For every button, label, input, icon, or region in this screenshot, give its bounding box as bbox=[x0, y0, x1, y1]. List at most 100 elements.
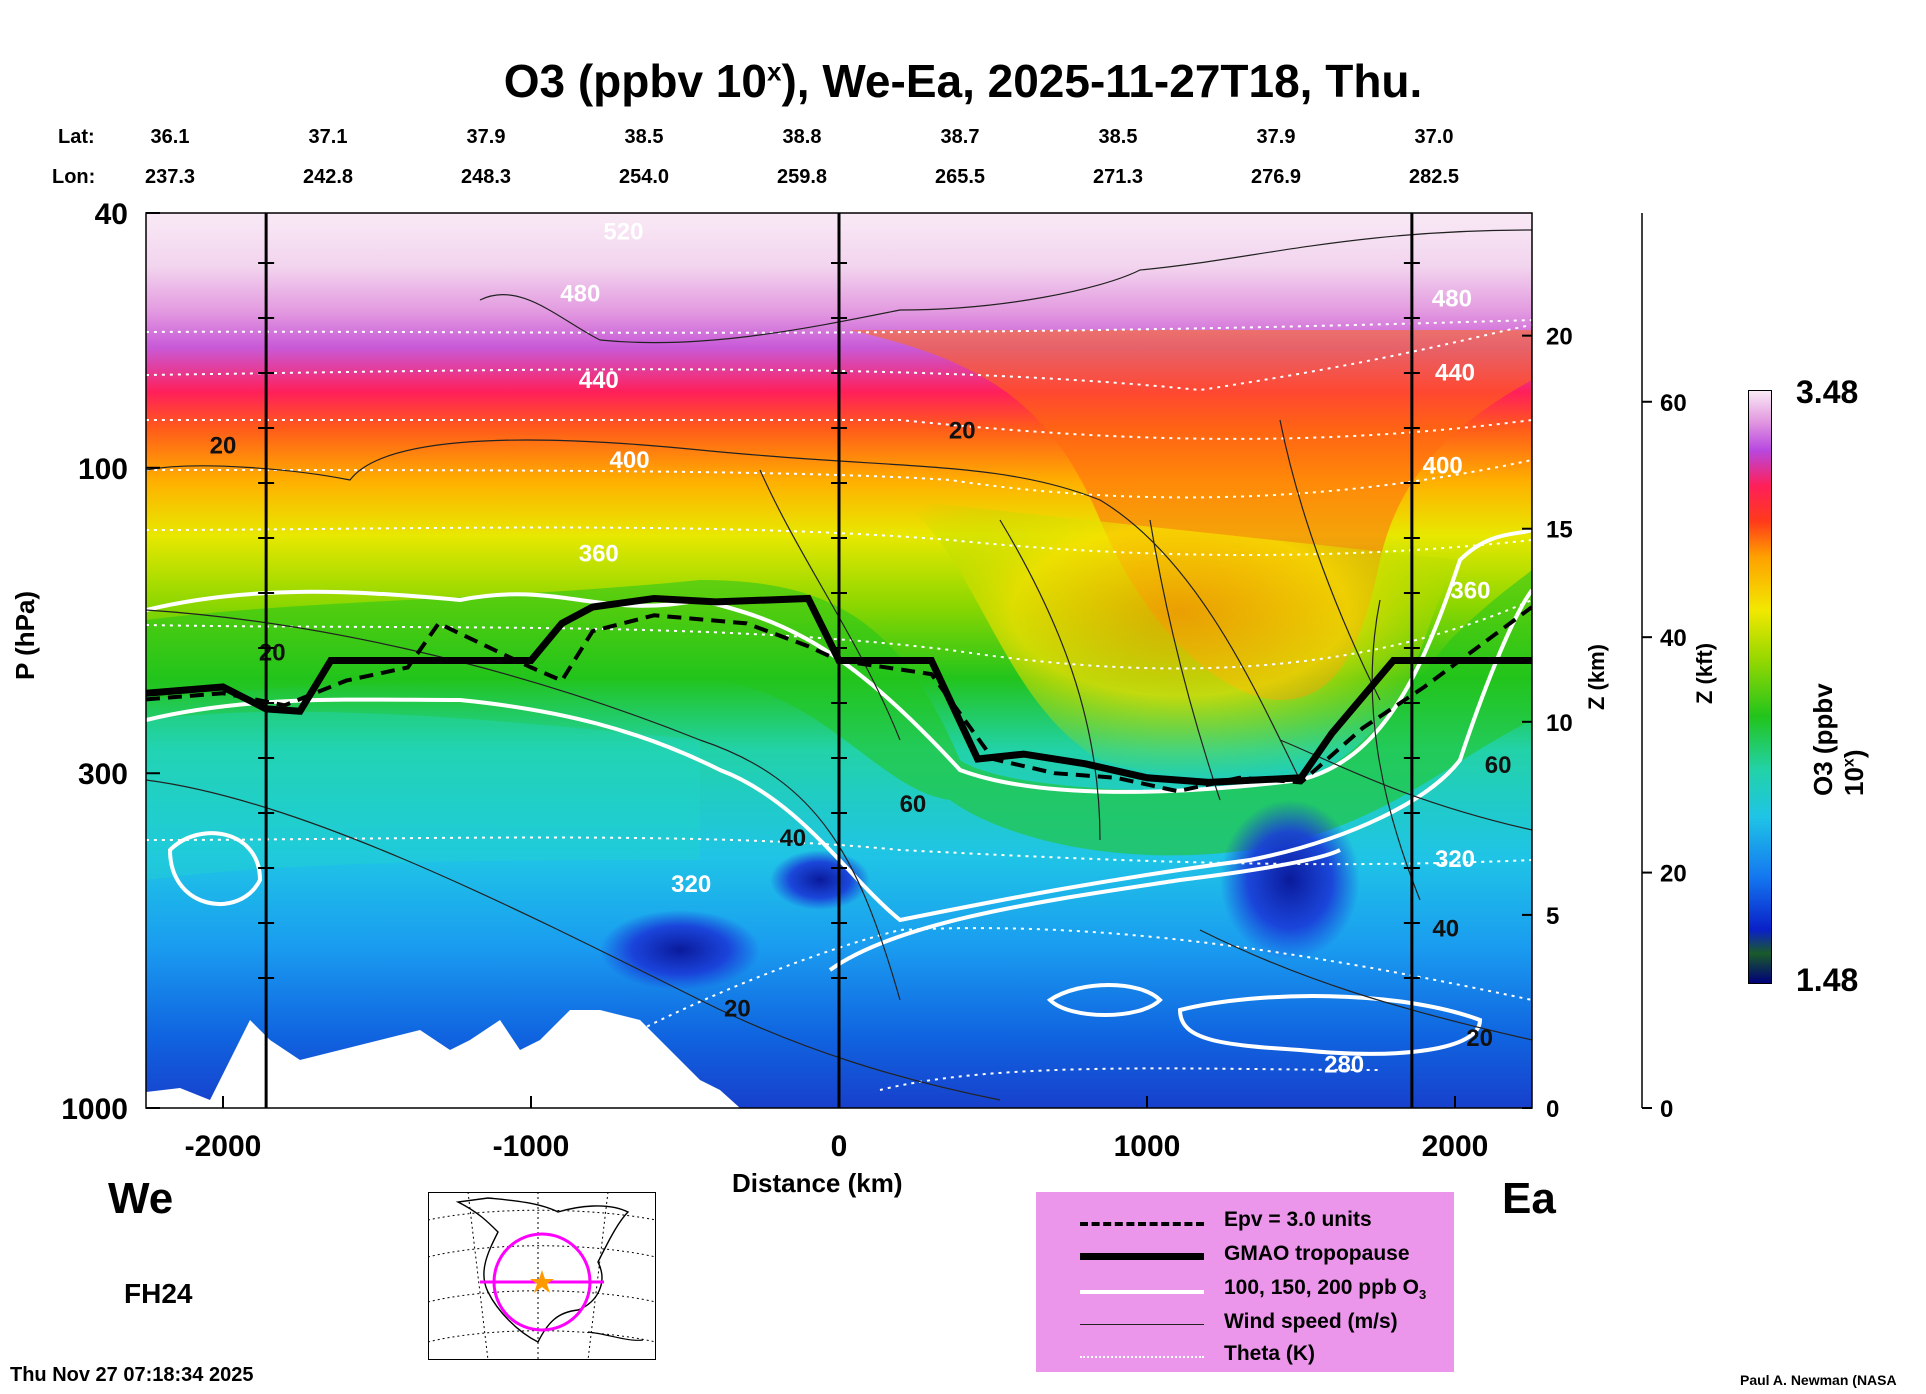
legend-theta: Theta (K) bbox=[1036, 1340, 1454, 1372]
contour-label: 40 bbox=[779, 825, 806, 852]
lat-value: 37.1 bbox=[308, 126, 348, 148]
colorbar-max: 3.48 bbox=[1796, 374, 1859, 410]
contour-label: 60 bbox=[900, 791, 927, 818]
colorbar-min: 1.48 bbox=[1796, 962, 1859, 998]
legend-tropopause-text: GMAO tropopause bbox=[1224, 1242, 1410, 1265]
legend-epv-swatch bbox=[1080, 1222, 1204, 1226]
legend-epv-text: Epv = 3.0 units bbox=[1224, 1208, 1372, 1231]
low-o3-pocket-2 bbox=[770, 850, 870, 910]
contour-label: 400 bbox=[610, 447, 650, 474]
tropopause-line bbox=[146, 594, 1532, 786]
z-km-tick-label: 0 bbox=[1546, 1096, 1559, 1123]
o3-contour-100-b bbox=[828, 848, 1341, 972]
lon-value: 276.9 bbox=[1250, 166, 1302, 188]
o3-contour-100-d bbox=[1046, 983, 1163, 1017]
legend-o3-text-wrap: 100, 150, 200 ppb O3 bbox=[1224, 1276, 1426, 1302]
x-axis-title: Distance (km) bbox=[732, 1168, 903, 1198]
east-label: Ea bbox=[1502, 1174, 1556, 1223]
contour-label: 480 bbox=[1432, 286, 1472, 313]
colorbar-title-text: O3 (ppbv 10 bbox=[1808, 683, 1869, 796]
credit: Paul A. Newman (NASA bbox=[1740, 1372, 1897, 1388]
lon-value: 271.3 bbox=[1092, 166, 1144, 188]
z-km-tick-label: 20 bbox=[1546, 324, 1573, 351]
legend-o3-swatch bbox=[1080, 1290, 1204, 1294]
terrain-mask bbox=[146, 1010, 740, 1108]
contour-label: 320 bbox=[671, 871, 711, 898]
contour-label: 20 bbox=[259, 640, 286, 667]
colorbar-title: O3 (ppbv 10x) bbox=[1808, 678, 1870, 796]
colorbar-title-end: ) bbox=[1839, 749, 1869, 759]
contour-label: 440 bbox=[1435, 359, 1475, 386]
legend-tropopause: GMAO tropopause bbox=[1036, 1240, 1454, 1272]
y-tick-label: 100 bbox=[78, 453, 128, 486]
lat-value: 37.9 bbox=[466, 126, 506, 148]
contour-label: 520 bbox=[603, 219, 643, 246]
legend-epv: Epv = 3.0 units bbox=[1036, 1206, 1454, 1238]
o3-contour-100-a bbox=[167, 831, 263, 906]
title-sup: x bbox=[766, 56, 782, 87]
title-suffix: ), We-Ea, 2025-11-27T18, Thu. bbox=[781, 55, 1423, 107]
aqua-region bbox=[146, 711, 700, 880]
contour-labels: 20 20 440 400 360 320 20 40 60 20 480 440 400 360 60 32… bbox=[210, 219, 1512, 1079]
z-kft-title: Z (kft) bbox=[1692, 642, 1717, 704]
lat-value: 38.5 bbox=[1098, 126, 1138, 148]
z-kft-tick-label: 60 bbox=[1660, 390, 1687, 417]
contour-label: 20 bbox=[949, 417, 976, 444]
lon-value: 259.8 bbox=[776, 166, 828, 188]
inset-map bbox=[428, 1192, 656, 1360]
fold-yellow bbox=[900, 500, 1460, 780]
timestamp: Thu Nov 27 07:18:34 2025 bbox=[10, 1364, 254, 1386]
z-kft-axis: 0 20 40 60 bbox=[1641, 213, 1687, 1123]
y-axis-title: P (hPa) bbox=[10, 590, 40, 680]
lat-value: 37.9 bbox=[1256, 126, 1296, 148]
contour-label: 480 bbox=[560, 281, 600, 308]
legend-o3: 100, 150, 200 ppb O3 bbox=[1036, 1274, 1454, 1306]
lon-value: 248.3 bbox=[460, 166, 512, 188]
center-star-icon bbox=[530, 1270, 554, 1293]
x-axis: -2000 -1000 0 1000 2000 bbox=[185, 1096, 1489, 1163]
legend-wind-text: Wind speed (m/s) bbox=[1224, 1310, 1398, 1333]
y-axis: 40 100 300 1000 bbox=[61, 198, 160, 1126]
lon-value: 265.5 bbox=[934, 166, 986, 188]
vertical-markers bbox=[258, 213, 1420, 1108]
x-tick-label: -2000 bbox=[185, 1130, 262, 1163]
lat-value: 38.8 bbox=[782, 126, 822, 148]
legend-wind: Wind speed (m/s) bbox=[1036, 1308, 1454, 1340]
chart-title: O3 (ppbv 10x), We-Ea, 2025-11-27T18, Thu… bbox=[0, 54, 1926, 108]
contour-label: 20 bbox=[1466, 1025, 1493, 1052]
z-km-title: Z (km) bbox=[1584, 644, 1609, 710]
contour-label: 280 bbox=[1324, 1051, 1364, 1078]
title-prefix: O3 (ppbv 10 bbox=[503, 55, 767, 107]
x-tick-label: 2000 bbox=[1422, 1130, 1489, 1163]
x-tick-label: 1000 bbox=[1114, 1130, 1181, 1163]
colorbar-title-sup: x bbox=[1840, 758, 1858, 768]
z-km-tick-label: 10 bbox=[1546, 710, 1573, 737]
lat-value: 38.7 bbox=[940, 126, 980, 148]
contour-label: 360 bbox=[1450, 577, 1490, 604]
contour-label: 400 bbox=[1423, 452, 1463, 479]
o3-contour-100-c bbox=[1177, 994, 1483, 1056]
z-km-tick-label: 5 bbox=[1546, 903, 1559, 930]
contour-label: 20 bbox=[724, 996, 751, 1023]
contour-label: 40 bbox=[1432, 916, 1459, 943]
lon-value: 254.0 bbox=[618, 166, 670, 188]
lat-value: 37.0 bbox=[1414, 126, 1454, 148]
contour-label: 440 bbox=[579, 367, 619, 394]
lon-label: Lon: bbox=[52, 166, 96, 188]
z-kft-tick-label: 40 bbox=[1660, 625, 1687, 652]
y-tick-label: 1000 bbox=[61, 1093, 128, 1126]
x-tick-label: -1000 bbox=[493, 1130, 570, 1163]
contour-label: 60 bbox=[1485, 752, 1512, 779]
legend: Epv = 3.0 units GMAO tropopause 100, 150… bbox=[1036, 1192, 1454, 1372]
z-kft-tick-label: 20 bbox=[1660, 861, 1687, 888]
lon-value: 237.3 bbox=[144, 166, 196, 188]
legend-tropopause-swatch bbox=[1080, 1253, 1204, 1260]
legend-o3-text: 100, 150, 200 ppb O bbox=[1224, 1276, 1419, 1299]
contour-label: 360 bbox=[579, 540, 619, 567]
low-o3-pocket-center bbox=[600, 910, 760, 990]
legend-o3-sub: 3 bbox=[1418, 1287, 1427, 1303]
lon-value: 242.8 bbox=[302, 166, 354, 188]
o3-contour-150 bbox=[146, 588, 1532, 923]
contour-label: 320 bbox=[1435, 846, 1475, 873]
